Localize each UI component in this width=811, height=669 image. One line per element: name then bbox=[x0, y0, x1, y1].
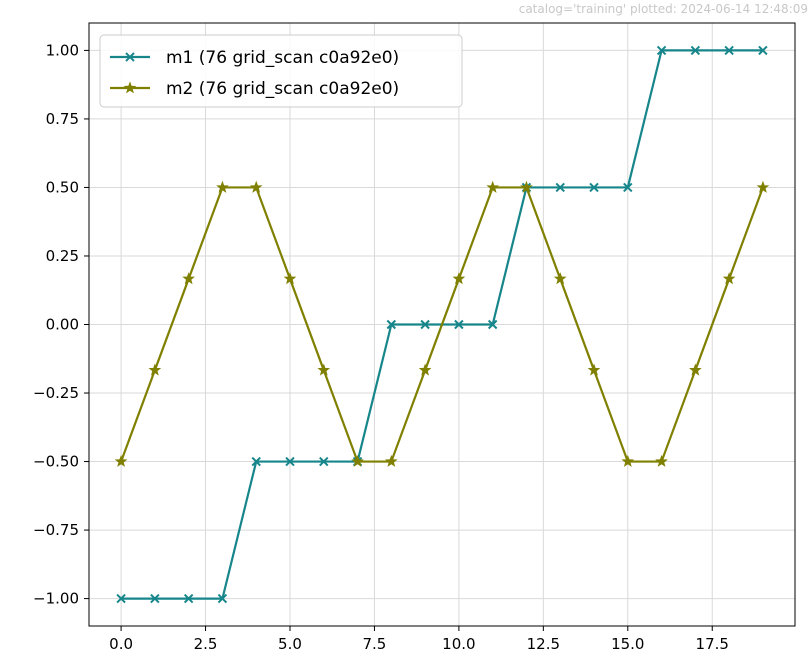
data-point-m1 bbox=[690, 45, 701, 56]
data-point-m1 bbox=[285, 456, 295, 467]
legend-swatch-marker bbox=[123, 81, 137, 94]
data-point-m2 bbox=[351, 454, 364, 467]
y-tick-label: 0.50 bbox=[46, 178, 79, 196]
data-point-m2 bbox=[553, 272, 567, 285]
data-point-m2 bbox=[114, 454, 128, 467]
data-point-m1 bbox=[251, 456, 261, 467]
data-point-m1 bbox=[589, 182, 599, 193]
data-point-m1 bbox=[217, 593, 228, 604]
data-point-m2 bbox=[520, 180, 533, 193]
data-point-m2 bbox=[385, 454, 398, 467]
data-point-m2 bbox=[182, 272, 195, 285]
data-point-m1 bbox=[487, 319, 498, 330]
y-tick-label: −1.00 bbox=[33, 590, 79, 608]
data-point-m2 bbox=[283, 272, 297, 285]
data-point-m1 bbox=[116, 593, 126, 604]
legend-label: m1 (76 grid_scan c0a92e0) bbox=[166, 48, 399, 68]
data-point-m1 bbox=[454, 319, 464, 330]
data-point-m2 bbox=[317, 363, 331, 376]
data-point-m1 bbox=[724, 45, 734, 56]
legend: m1 (76 grid_scan c0a92e0) m2 (76 grid_sca… bbox=[99, 34, 463, 108]
data-point-m2 bbox=[452, 272, 466, 285]
data-point-m1 bbox=[183, 593, 194, 604]
data-point-m2 bbox=[655, 454, 668, 467]
data-point-m2 bbox=[418, 363, 432, 376]
data-point-m2 bbox=[249, 180, 263, 193]
data-point-m2 bbox=[587, 363, 601, 376]
y-tick-label: 1.00 bbox=[46, 41, 79, 59]
x-tick-label: 5.0 bbox=[278, 635, 302, 653]
legend-swatch-marker bbox=[125, 52, 135, 62]
x-tick-label: 0.0 bbox=[109, 635, 133, 653]
x-tick-label: 10.0 bbox=[442, 635, 475, 653]
data-point-m1 bbox=[150, 593, 160, 604]
data-point-m2 bbox=[486, 180, 499, 193]
data-point-m2 bbox=[216, 180, 229, 193]
data-point-m1 bbox=[623, 182, 633, 193]
series-line-m2 bbox=[120, 186, 764, 463]
data-point-m2 bbox=[756, 180, 770, 193]
data-point-m1 bbox=[420, 319, 430, 330]
data-point-m1 bbox=[319, 456, 329, 467]
legend-box bbox=[99, 34, 463, 108]
x-tick-label: 7.5 bbox=[363, 635, 387, 653]
x-tick-label: 15.0 bbox=[611, 635, 644, 653]
x-tick-label: 17.5 bbox=[696, 635, 729, 653]
y-tick-label: 0.75 bbox=[46, 110, 79, 128]
y-tick-label: 0.00 bbox=[46, 316, 79, 334]
data-point-m1 bbox=[555, 182, 565, 193]
data-point-m1 bbox=[758, 45, 768, 56]
data-point-m2 bbox=[148, 363, 162, 376]
series-layer bbox=[114, 45, 770, 604]
data-point-m1 bbox=[656, 45, 667, 56]
y-tick-label: 0.25 bbox=[46, 247, 79, 265]
y-tick-label: −0.50 bbox=[33, 453, 79, 471]
y-tick-label: −0.25 bbox=[33, 384, 79, 402]
data-point-m2 bbox=[689, 363, 702, 376]
plot-watermark: catalog='training' plotted: 2024-06-14 1… bbox=[518, 2, 808, 16]
data-point-m1 bbox=[386, 319, 397, 330]
data-point-m2 bbox=[621, 454, 635, 467]
axes: 0.0 2.5 5.0 7.5 10.0 12.5 15.0 17.5 1.00 0.75 0.50… bbox=[33, 41, 729, 653]
y-tick-label: −0.75 bbox=[33, 521, 79, 539]
x-tick-label: 2.5 bbox=[194, 635, 218, 653]
legend-label: m2 (76 grid_scan c0a92e0) bbox=[166, 79, 399, 99]
x-tick-label: 12.5 bbox=[527, 635, 560, 653]
data-point-m2 bbox=[722, 272, 736, 285]
